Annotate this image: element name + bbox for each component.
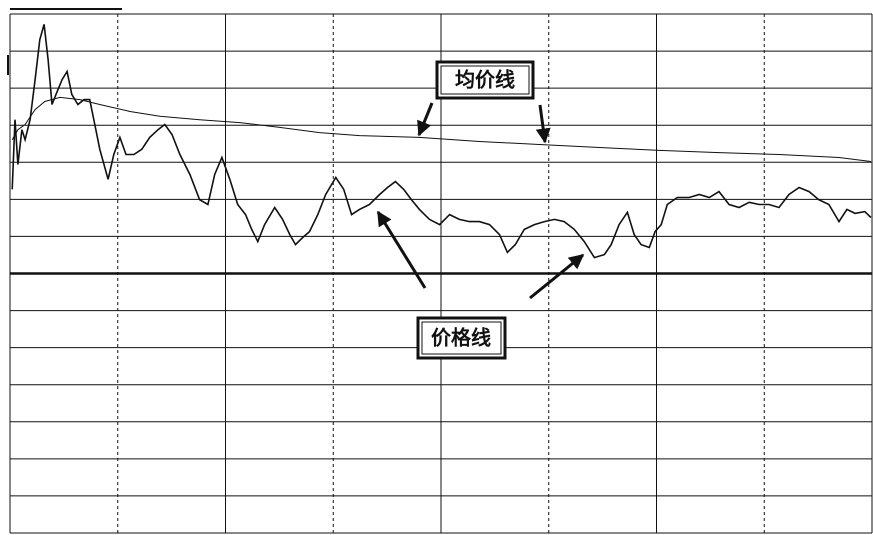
arrow — [376, 210, 427, 289]
annotation: 均价线 — [455, 68, 515, 92]
arrow — [535, 104, 551, 144]
line-series — [11, 96, 871, 162]
line-series — [11, 24, 872, 259]
annotation: 价格线 — [431, 326, 491, 350]
annotation-box-inner — [421, 321, 502, 355]
annotation-box — [416, 316, 507, 360]
arrow — [417, 102, 434, 137]
lines — [11, 24, 872, 259]
annotation-box — [435, 60, 535, 100]
arrow — [529, 253, 585, 300]
annotation-box-inner — [440, 65, 530, 95]
